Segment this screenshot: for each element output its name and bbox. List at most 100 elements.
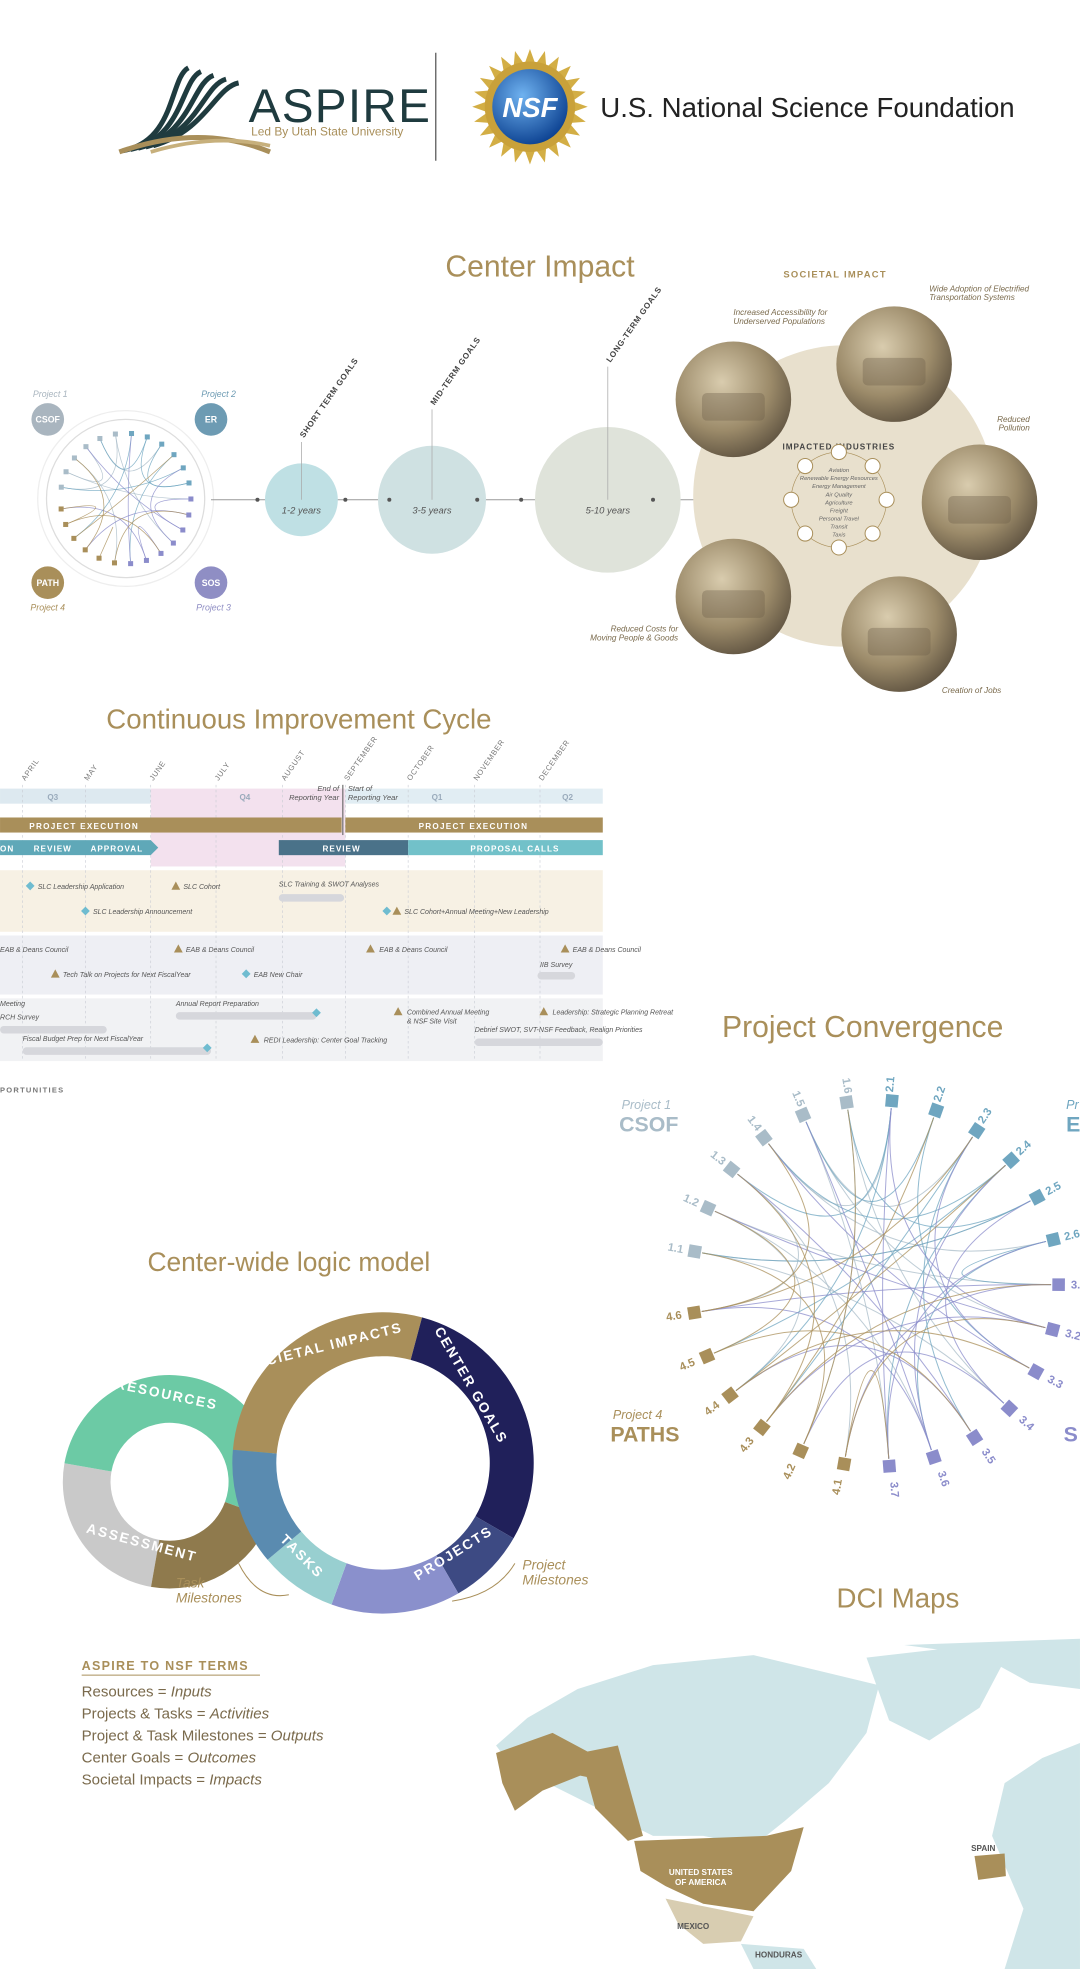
industry: Renewable Energy Resources <box>800 476 878 482</box>
photo <box>675 538 792 655</box>
node-label: 4.3 <box>738 1435 757 1455</box>
reporting-label: End of <box>317 784 340 793</box>
project-badge <box>31 403 65 436</box>
event-marker <box>393 1007 403 1016</box>
execution-bar <box>0 817 342 833</box>
seal-ray <box>472 101 488 113</box>
industry: Aviation <box>828 468 849 474</box>
convergence-node <box>925 1449 942 1466</box>
map-label: HONDURAS <box>755 1951 803 1960</box>
node-label: 3.7 <box>887 1481 900 1498</box>
quarter-label: Q2 <box>562 793 573 802</box>
project-name: Project 1 <box>33 389 68 399</box>
strip <box>0 788 151 804</box>
industry-icon <box>864 525 881 542</box>
photo-detail <box>867 627 931 656</box>
industry-icon <box>830 444 847 461</box>
execution-bar <box>345 817 603 833</box>
event-label: Leadership: Strategic Planning Retreat <box>553 1010 675 1017</box>
milestone-label: Task <box>176 1574 206 1590</box>
convergence-node <box>1045 1321 1061 1338</box>
term-line: Center Goals = Outcomes <box>82 1749 257 1766</box>
event-label: Fiscal Budget Prep for Next FiscalYear <box>23 1036 144 1043</box>
project-code: CSOF <box>36 415 61 425</box>
convergence-chord <box>701 1173 799 1312</box>
ring-segment <box>232 1312 423 1454</box>
convergence-chord <box>803 1109 856 1445</box>
seal-ray <box>524 149 536 165</box>
chord <box>127 435 132 562</box>
milestone-bracket <box>452 1563 516 1602</box>
project-code: PATHS <box>610 1423 679 1447</box>
event-label: SLC Cohort <box>183 884 221 891</box>
convergence-chord <box>882 1108 892 1459</box>
convergence-chord <box>737 1108 892 1217</box>
event-marker <box>382 906 392 916</box>
highlighted-country <box>974 1853 1006 1880</box>
industry: Personal Travel <box>819 516 860 522</box>
societal-impact-label: SOCIETAL IMPACT <box>783 269 886 280</box>
project-badge <box>194 403 228 436</box>
impact-label: Transportation Systems <box>929 293 1015 302</box>
convergence-node <box>721 1386 739 1405</box>
section-title: DCI Maps <box>837 1582 960 1613</box>
ring-segment <box>410 1317 534 1539</box>
project-name: Project 3 <box>196 602 231 612</box>
timeline-dot <box>651 497 656 502</box>
month-label: JUNE <box>147 759 167 782</box>
photo-detail <box>862 357 926 386</box>
chord <box>114 510 187 561</box>
convergence-chord <box>701 1307 932 1451</box>
convergence-chord <box>735 1108 892 1392</box>
node-label: 2.3 <box>976 1106 995 1126</box>
map-label: OF AMERICA <box>675 1878 726 1887</box>
chord-node <box>186 512 192 518</box>
reporting-label: Reporting Year <box>289 793 339 802</box>
map-label: MEXICO <box>677 1922 709 1931</box>
convergence-chord <box>844 1369 890 1459</box>
chord <box>100 439 147 470</box>
goal-label: MID-TERM GOALS <box>429 335 483 406</box>
execution-label: PROJECT EXECUTION <box>29 822 139 831</box>
duration-bar <box>474 1038 603 1047</box>
photo <box>921 444 1038 561</box>
chord-node <box>186 480 192 486</box>
impact-label: Reduced Costs for <box>611 625 679 634</box>
seal-ray <box>555 65 571 81</box>
month-label: MAY <box>82 763 99 783</box>
seal-ray <box>524 48 536 65</box>
event-marker <box>50 969 60 978</box>
chord <box>75 435 132 538</box>
convergence-node <box>1002 1151 1020 1170</box>
timeline-dot <box>387 497 392 502</box>
term: Project & Task Milestones = <box>82 1727 271 1744</box>
nsf-mark: NSF <box>502 92 558 123</box>
node-label: 3.4 <box>1016 1414 1036 1434</box>
chord-node <box>180 465 186 471</box>
node-label: 4.5 <box>678 1357 697 1374</box>
convergence-chord <box>914 1164 1006 1451</box>
ring-segment <box>151 1501 270 1589</box>
event-marker <box>81 906 90 916</box>
event-label: SLC Leadership Application <box>38 884 124 891</box>
convergence-node <box>836 1456 852 1472</box>
node-label: 1.6 <box>839 1077 853 1094</box>
event-label: Debrief SWOT, SVT-NSF Feedback, Realign … <box>475 1027 643 1034</box>
ring-segment <box>436 1516 514 1594</box>
convergence-node <box>928 1102 945 1119</box>
event-marker <box>539 1007 549 1016</box>
logo-subtitle: Led By Utah State University <box>251 125 403 139</box>
month-label: OCTOBER <box>405 743 436 782</box>
node-label: 3.3 <box>1045 1373 1065 1391</box>
highlighted-country <box>634 1827 804 1912</box>
chord <box>67 515 160 552</box>
nsf-term: Inputs <box>171 1684 212 1701</box>
execution-label: PROJECT EXECUTION <box>419 822 529 831</box>
convergence-node <box>722 1160 741 1179</box>
convergence-chord <box>737 1173 816 1422</box>
chord-node <box>58 484 64 490</box>
convergence-chord <box>847 1109 1005 1404</box>
map-label: SPAIN <box>971 1844 995 1853</box>
goal-label: LONG-TERM GOALS <box>605 285 664 364</box>
phase-label: ON <box>0 844 14 853</box>
